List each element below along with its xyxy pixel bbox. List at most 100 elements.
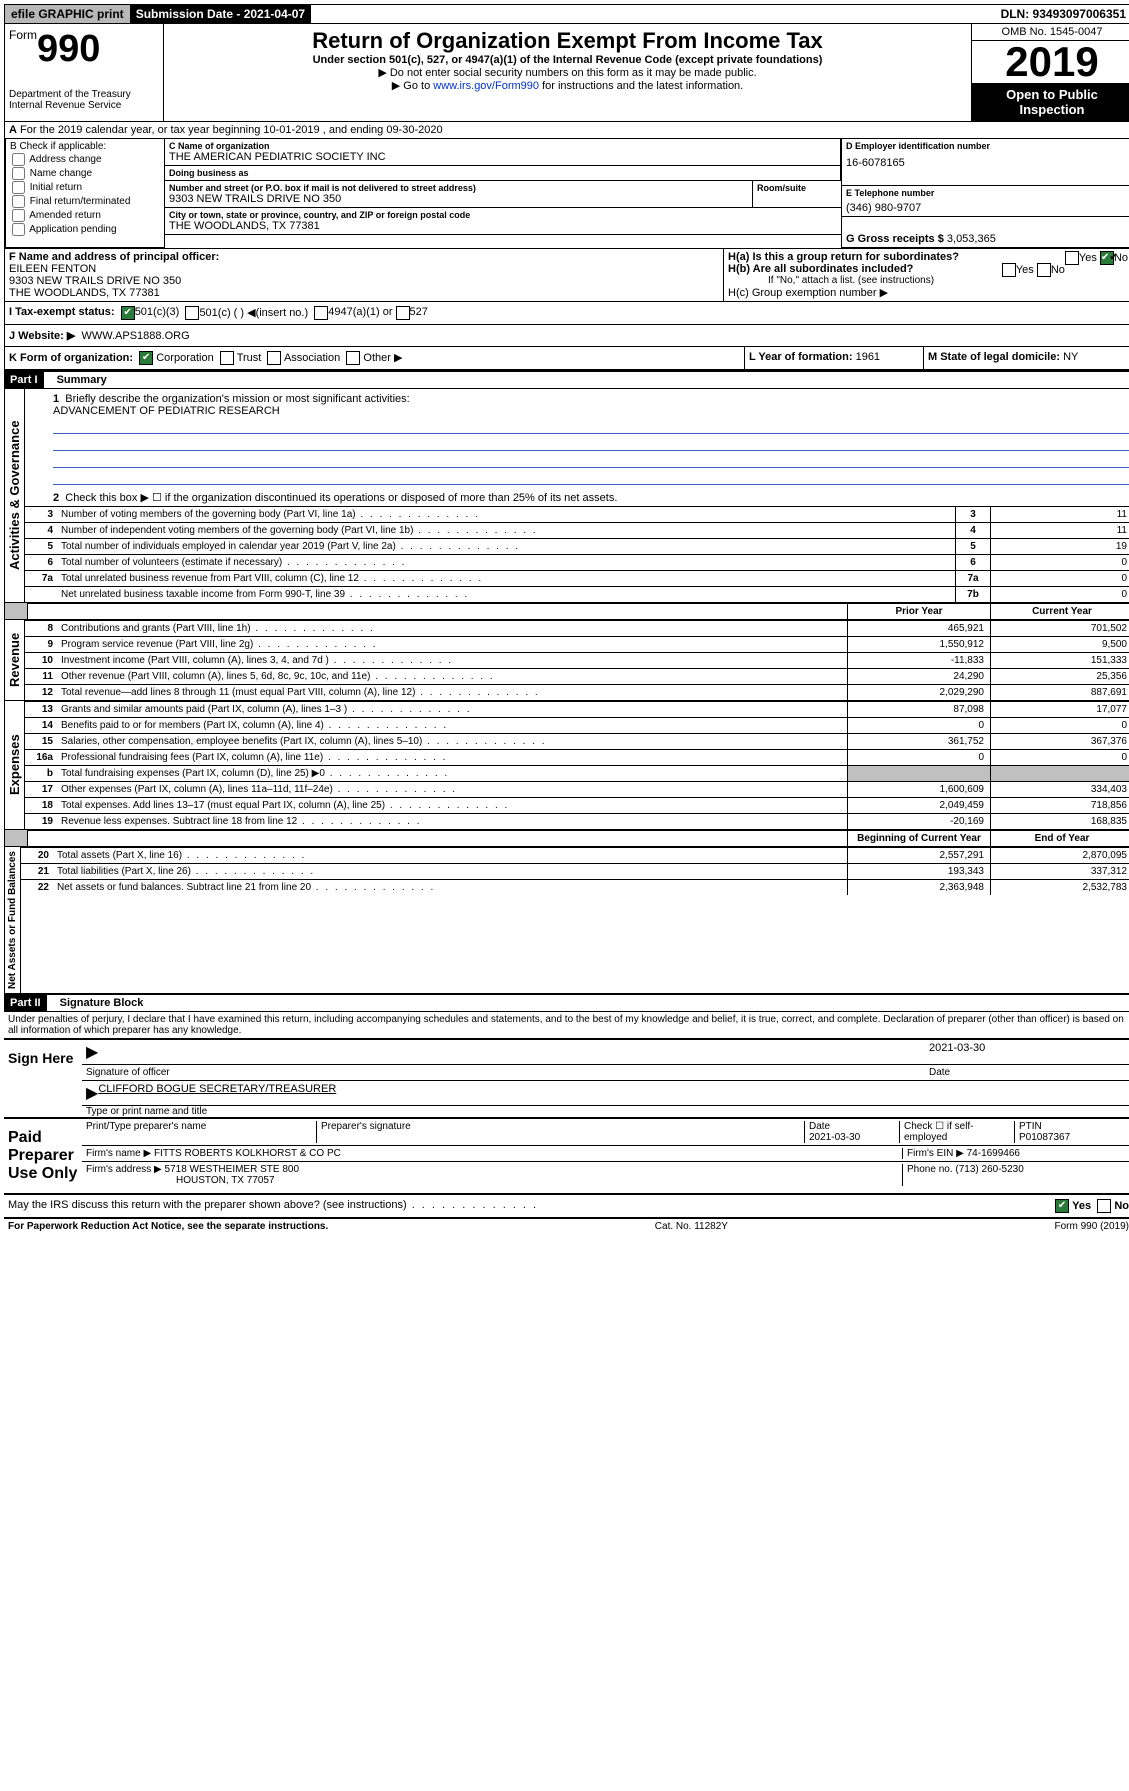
tax-year: 2019: [972, 41, 1129, 83]
street-address: 9303 NEW TRAILS DRIVE NO 350: [169, 193, 748, 205]
check-association[interactable]: [267, 351, 281, 365]
top-bar: efile GRAPHIC print Submission Date - 20…: [4, 4, 1129, 24]
perjury-declaration: Under penalties of perjury, I declare th…: [4, 1012, 1129, 1038]
table-row: 15Salaries, other compensation, employee…: [25, 733, 1129, 749]
vlabel-net: Net Assets or Fund Balances: [4, 847, 21, 993]
table-row: 14Benefits paid to or for members (Part …: [25, 717, 1129, 733]
check-name-change[interactable]: Name change: [10, 167, 160, 180]
irs-link[interactable]: www.irs.gov/Form990: [433, 80, 539, 92]
ein: 16-6078165: [846, 157, 1127, 169]
mission-text: ADVANCEMENT OF PEDIATRIC RESEARCH: [53, 405, 280, 417]
table-row: 18Total expenses. Add lines 13–17 (must …: [25, 797, 1129, 813]
website-url[interactable]: WWW.APS1888.ORG: [81, 330, 189, 342]
year-formation: 1961: [856, 351, 880, 363]
vlabel-expenses: Expenses: [4, 701, 25, 829]
hb-yes[interactable]: [1002, 263, 1016, 277]
form-header: Form990 Department of the Treasury Inter…: [4, 24, 1129, 122]
table-row: 20Total assets (Part X, line 16)2,557,29…: [21, 847, 1129, 863]
efile-label[interactable]: efile GRAPHIC print: [5, 5, 130, 23]
check-application-pending[interactable]: Application pending: [10, 223, 160, 236]
discuss-row: May the IRS discuss this return with the…: [4, 1193, 1129, 1219]
firm-ein: 74-1699466: [967, 1148, 1020, 1159]
part1-body: Activities & Governance 1 Briefly descri…: [4, 389, 1129, 603]
part-2-bar: Part II Signature Block: [4, 994, 1129, 1012]
open-to-public: Open to Public Inspection: [972, 83, 1129, 121]
discuss-no[interactable]: [1097, 1199, 1111, 1213]
firm-addr1: 5718 WESTHEIMER STE 800: [165, 1164, 300, 1175]
telephone: (346) 980-9707: [846, 202, 1127, 214]
check-initial-return[interactable]: Initial return: [10, 181, 160, 194]
form-title: Return of Organization Exempt From Incom…: [168, 28, 967, 54]
officer-printed-name: CLIFFORD BOGUE SECRETARY/TREASURER: [98, 1083, 336, 1103]
paid-preparer-block: Paid Preparer Use Only Print/Type prepar…: [4, 1117, 1129, 1193]
table-row: Net unrelated business taxable income fr…: [25, 586, 1129, 602]
gross-receipts: 3,053,365: [947, 233, 996, 245]
table-row: 11Other revenue (Part VIII, column (A), …: [25, 668, 1129, 684]
h-c: H(c) Group exemption number ▶: [728, 286, 1128, 299]
check-corporation[interactable]: [139, 351, 153, 365]
footer: For Paperwork Reduction Act Notice, see …: [4, 1219, 1129, 1234]
ha-no[interactable]: ✔: [1100, 251, 1114, 265]
arrow-icon: ▶: [86, 1042, 98, 1062]
state-domicile: NY: [1063, 351, 1078, 363]
section-c: C Name of organization THE AMERICAN PEDI…: [165, 139, 841, 248]
check-address-change[interactable]: Address change: [10, 153, 160, 166]
check-final-return[interactable]: Final return/terminated: [10, 195, 160, 208]
check-501c[interactable]: [185, 306, 199, 320]
discuss-yes[interactable]: [1055, 1199, 1069, 1213]
form-word: Form: [9, 28, 37, 42]
table-row: 6Total number of volunteers (estimate if…: [25, 554, 1129, 570]
officer-name: EILEEN FENTON: [9, 263, 719, 275]
officer-addr2: THE WOODLANDS, TX 77381: [9, 287, 719, 299]
form-number: 990: [37, 28, 100, 70]
section-b-checkboxes: B Check if applicable: Address change Na…: [5, 139, 165, 248]
firm-phone: (713) 260-5230: [955, 1164, 1023, 1175]
table-row: 3Number of voting members of the governi…: [25, 506, 1129, 522]
table-row: 22Net assets or fund balances. Subtract …: [21, 879, 1129, 895]
sig-date: 2021-03-30: [929, 1042, 1129, 1062]
vlabel-governance: Activities & Governance: [4, 389, 25, 602]
city-state-zip: THE WOODLANDS, TX 77381: [169, 220, 837, 232]
org-name: THE AMERICAN PEDIATRIC SOCIETY INC: [169, 151, 836, 163]
dln: DLN: 93493097006351: [995, 5, 1129, 23]
sign-here-block: Sign Here ▶ 2021-03-30 Signature of offi…: [4, 1038, 1129, 1117]
table-row: 7aTotal unrelated business revenue from …: [25, 570, 1129, 586]
section-klm: K Form of organization: Corporation Trus…: [4, 347, 1129, 370]
section-i-tax-status: I Tax-exempt status: 501(c)(3) 501(c) ( …: [4, 302, 1129, 325]
dept-treasury: Department of the Treasury Internal Reve…: [9, 89, 159, 111]
table-row: bTotal fundraising expenses (Part IX, co…: [25, 765, 1129, 781]
table-row: 19Revenue less expenses. Subtract line 1…: [25, 813, 1129, 829]
instr-1: ▶ Do not enter social security numbers o…: [168, 66, 967, 79]
entity-info-block: B Check if applicable: Address change Na…: [4, 139, 1129, 249]
check-other[interactable]: [346, 351, 360, 365]
submission-date: Submission Date - 2021-04-07: [130, 5, 311, 23]
prep-date: 2021-03-30: [809, 1132, 860, 1143]
table-row: 5Total number of individuals employed in…: [25, 538, 1129, 554]
check-527[interactable]: [396, 306, 410, 320]
table-row: 10Investment income (Part VIII, column (…: [25, 652, 1129, 668]
ptin: P01087367: [1019, 1132, 1070, 1143]
form-subtitle: Under section 501(c), 527, or 4947(a)(1)…: [168, 54, 967, 66]
section-a-tax-year: A For the 2019 calendar year, or tax yea…: [4, 122, 1129, 139]
officer-addr1: 9303 NEW TRAILS DRIVE NO 350: [9, 275, 719, 287]
table-row: 9Program service revenue (Part VIII, lin…: [25, 636, 1129, 652]
h-a: H(a) Is this a group return for subordin…: [728, 251, 1128, 263]
table-row: 17Other expenses (Part IX, column (A), l…: [25, 781, 1129, 797]
table-row: 13Grants and similar amounts paid (Part …: [25, 701, 1129, 717]
hb-no[interactable]: [1037, 263, 1051, 277]
check-501c3[interactable]: [121, 306, 135, 320]
officer-group-block: F Name and address of principal officer:…: [4, 249, 1129, 302]
table-row: 16aProfessional fundraising fees (Part I…: [25, 749, 1129, 765]
ha-yes[interactable]: [1065, 251, 1079, 265]
firm-name: FITTS ROBERTS KOLKHORST & CO PC: [154, 1148, 341, 1159]
table-row: 8Contributions and grants (Part VIII, li…: [25, 620, 1129, 636]
check-trust[interactable]: [220, 351, 234, 365]
section-j-website: J Website: ▶ WWW.APS1888.ORG: [4, 325, 1129, 347]
table-row: 21Total liabilities (Part X, line 26)193…: [21, 863, 1129, 879]
table-row: 12Total revenue—add lines 8 through 11 (…: [25, 684, 1129, 700]
check-4947[interactable]: [314, 306, 328, 320]
part-1-bar: Part I Summary: [4, 370, 1129, 389]
check-amended[interactable]: Amended return: [10, 209, 160, 222]
vlabel-revenue: Revenue: [4, 620, 25, 700]
table-row: 4Number of independent voting members of…: [25, 522, 1129, 538]
